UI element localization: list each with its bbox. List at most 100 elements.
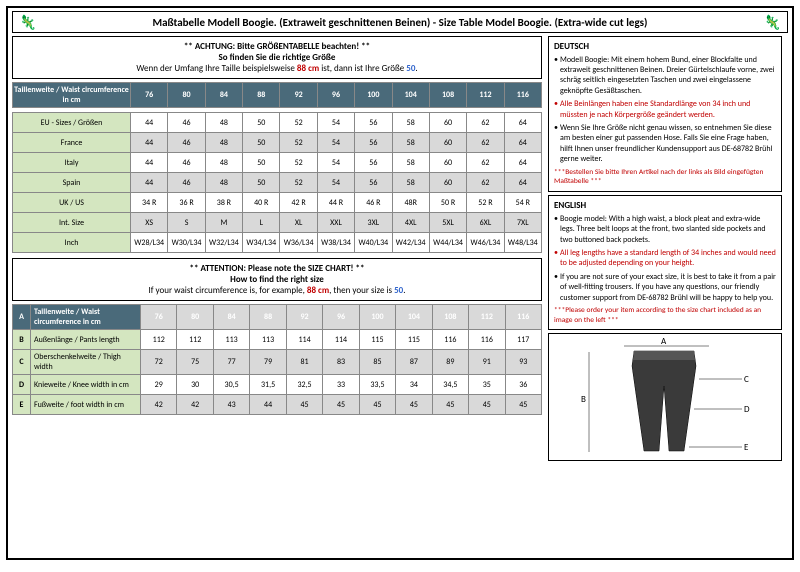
lang-bullet: Boogie model: With a high waist, a block… [554,214,776,245]
cell: 45 [469,395,505,415]
row-label: France [13,133,131,153]
lang-bullet: All leg lengths have a standard length o… [554,248,776,269]
cell: 48R [392,193,429,213]
cell: W44/L34 [429,233,466,253]
cell: 44 R [317,193,354,213]
waist-label: Taillenweite / Waist circumference in cm [13,83,131,108]
cell: 46 [168,153,205,173]
cell: 62 [467,173,504,193]
cell: 64 [504,133,541,153]
cell: 62 [467,153,504,173]
row-label: Außenlänge / Pants length [31,330,141,350]
cell: 88 [250,305,286,330]
cell: 100 [359,305,395,330]
cell: XS [131,213,168,233]
cell: 31,5 [250,375,286,395]
cell: 50 [243,133,280,153]
cell: 46 [168,173,205,193]
lang-note: ***Please order your item according to t… [554,306,776,326]
cell: 56 [355,133,392,153]
cell: 112 [469,305,505,330]
row-label: EU - Sizes / Größen [13,113,131,133]
cell: 50 [243,113,280,133]
cell: 50 [243,173,280,193]
cell: 113 [213,330,249,350]
row-label: Fußweite / foot width in cm [31,395,141,415]
cell: 44 [131,133,168,153]
cell: 5XL [429,213,466,233]
lizard-icon: 🦎 [19,14,36,31]
cell: 36 [505,375,541,395]
cell: 40 R [243,193,280,213]
cell: W38/L34 [317,233,354,253]
cell: 77 [213,350,249,375]
cell: 33,5 [359,375,395,395]
notice-line: ** ATTENTION: Please note the SIZE CHART… [21,263,533,274]
lang-title: ENGLISH [554,200,776,212]
cell: 54 [317,113,354,133]
cell: 38 R [205,193,242,213]
cell: 42 R [280,193,317,213]
cell: 117 [505,330,541,350]
cell: 76 [141,305,177,330]
cell: 46 [168,113,205,133]
cell: S [168,213,205,233]
cell: 7XL [504,213,541,233]
deutsch-box: DEUTSCH Modell Boogie: Mit einem hohem B… [548,36,782,192]
cell: 93 [505,350,541,375]
cell: 60 [429,173,466,193]
cell: 48 [205,113,242,133]
size-table: EU - Sizes / Größen444648505254565860626… [12,112,542,253]
cell: W28/L34 [131,233,168,253]
cell: 56 [355,153,392,173]
cell: W48/L34 [504,233,541,253]
cell: 64 [504,113,541,133]
diagram-box: A B C D E [548,333,782,461]
row-label: Oberschenkelweite / Thigh width [31,350,141,375]
cell: W34/L34 [243,233,280,253]
cell: M [205,213,242,233]
cell: 80 [177,305,213,330]
cell: 64 [504,173,541,193]
cell: 116 [469,330,505,350]
cell: 48 [205,173,242,193]
cell: 54 [317,153,354,173]
cell: 54 [317,133,354,153]
cell: 45 [396,395,432,415]
diagram-lines [549,334,781,460]
cell: 44 [250,395,286,415]
page: 🦎 Maßtabelle Modell Boogie. (Extraweit g… [6,6,794,560]
header: 🦎 Maßtabelle Modell Boogie. (Extraweit g… [12,11,788,33]
cell: 108 [432,305,468,330]
cell: 30,5 [213,375,249,395]
cell: 58 [392,133,429,153]
cell: W32/L34 [205,233,242,253]
cell: 58 [392,113,429,133]
row-label: Int. Size [13,213,131,233]
row-label: Knieweite / Knee width in cm [31,375,141,395]
cell: 54 [317,173,354,193]
cell: 45 [359,395,395,415]
cell: 104 [396,305,432,330]
cell: 81 [286,350,322,375]
cell: W42/L34 [392,233,429,253]
cell: 62 [467,113,504,133]
cell: 75 [177,350,213,375]
cell: 45 [323,395,359,415]
lang-bullet: Modell Boogie: Mit einem hohem Bund, ein… [554,55,776,97]
notice-en: ** ATTENTION: Please note the SIZE CHART… [12,258,542,301]
notice-line: How to find the right size [21,274,533,285]
cell: 60 [429,133,466,153]
lizard-icon: 🦎 [764,14,781,31]
cell: 112 [141,330,177,350]
cell: 89 [432,350,468,375]
cell: L [243,213,280,233]
cell: 44 [131,113,168,133]
lang-bullet: Wenn Sie Ihre Größe nicht genau wissen, … [554,123,776,165]
cell: 34 R [131,193,168,213]
cell: 113 [250,330,286,350]
cell: 52 R [467,193,504,213]
cell: 29 [141,375,177,395]
cell: 96 [323,305,359,330]
cell: 46 R [355,193,392,213]
